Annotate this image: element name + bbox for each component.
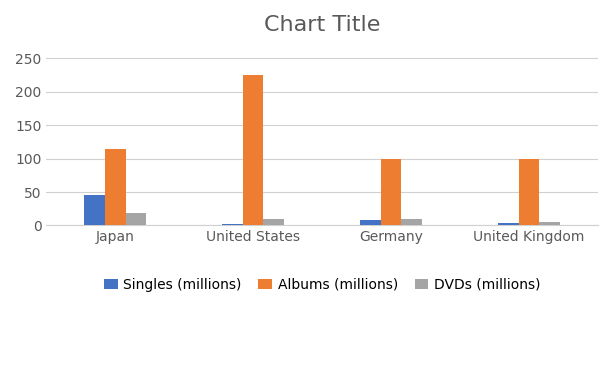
Title: Chart Title: Chart Title xyxy=(264,15,380,35)
Bar xyxy=(519,159,539,225)
Bar xyxy=(381,159,402,225)
Bar xyxy=(243,75,264,225)
Bar xyxy=(402,219,422,225)
Bar xyxy=(498,223,519,225)
Bar xyxy=(105,148,126,225)
Legend: Singles (millions), Albums (millions), DVDs (millions): Singles (millions), Albums (millions), D… xyxy=(98,272,546,297)
Bar xyxy=(360,220,381,225)
Bar xyxy=(222,224,243,225)
Bar xyxy=(264,219,284,225)
Bar xyxy=(84,195,105,225)
Bar xyxy=(539,222,560,225)
Bar xyxy=(126,213,147,225)
